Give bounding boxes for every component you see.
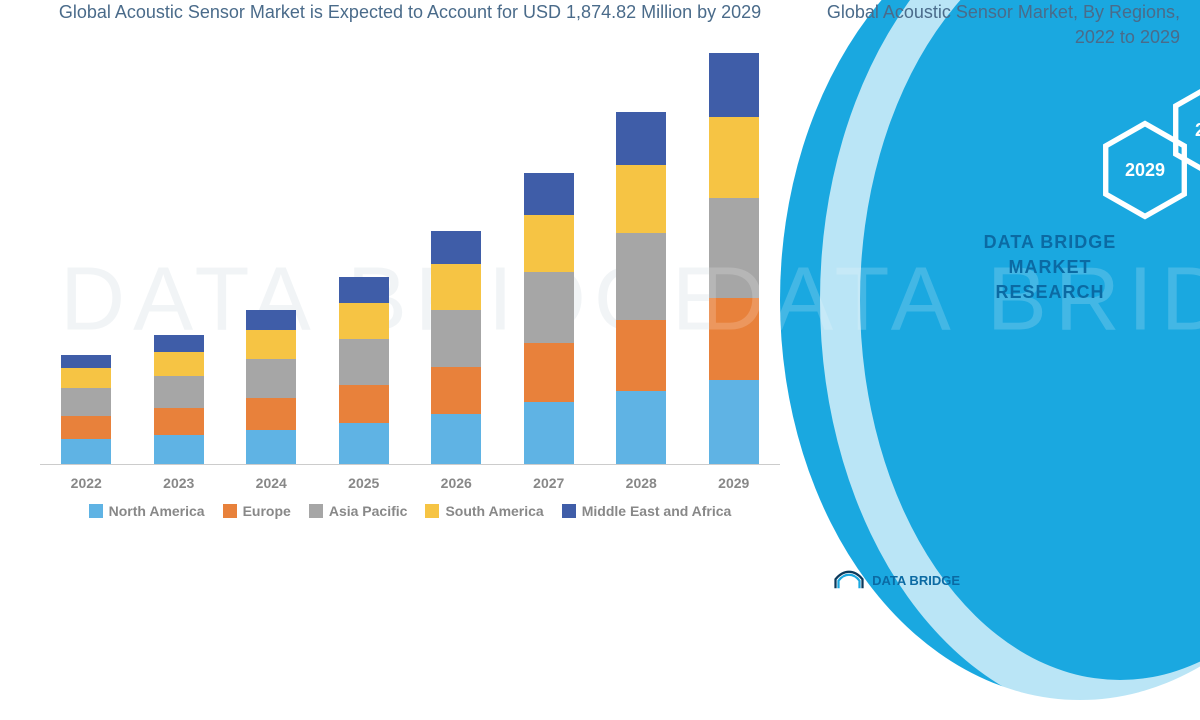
bar-segment — [709, 53, 759, 117]
right-panel: DATA BRIDGE Global Acoustic Sensor Marke… — [800, 0, 1200, 600]
bar-stack — [61, 355, 111, 465]
chart-panel: Global Acoustic Sensor Market is Expecte… — [0, 0, 800, 600]
x-axis-label: 2027 — [519, 475, 579, 491]
hexagon-2022: 2022 — [1170, 80, 1200, 180]
bridge-icon — [834, 568, 864, 592]
bar-segment — [709, 298, 759, 380]
legend-swatch — [89, 504, 103, 518]
bar-segment — [61, 355, 111, 369]
chart-title: Global Acoustic Sensor Market is Expecte… — [40, 0, 780, 25]
bar-segment — [709, 198, 759, 298]
x-axis-labels: 2022 2023 2024 2025 2026 2027 2028 2029 — [40, 475, 780, 491]
bar-group — [149, 335, 209, 464]
bar-segment — [616, 165, 666, 233]
legend-swatch — [562, 504, 576, 518]
bar-group — [704, 53, 764, 464]
bar-segment — [61, 439, 111, 465]
bar-segment — [246, 359, 296, 397]
hexagon-2029-label: 2029 — [1125, 160, 1165, 181]
bar-segment — [524, 215, 574, 272]
bar-segment — [339, 339, 389, 385]
bar-segment — [431, 414, 481, 464]
bar-segment — [246, 430, 296, 465]
legend-label: Asia Pacific — [329, 503, 408, 519]
bar-segment — [524, 173, 574, 215]
bars-container — [40, 45, 780, 465]
bar-segment — [524, 343, 574, 402]
curve-background-ring — [820, 0, 1200, 720]
bar-group — [56, 355, 116, 465]
bar-segment — [154, 435, 204, 464]
bar-segment — [154, 408, 204, 435]
bar-segment — [709, 117, 759, 197]
brand-line1: DATA BRIDGE MARKET — [984, 232, 1117, 277]
bar-segment — [246, 398, 296, 430]
x-axis-label: 2024 — [241, 475, 301, 491]
bar-segment — [616, 112, 666, 165]
bar-group — [611, 112, 671, 464]
bar-stack — [524, 173, 574, 464]
bar-segment — [431, 231, 481, 264]
bar-segment — [246, 330, 296, 359]
x-axis-label: 2029 — [704, 475, 764, 491]
bar-stack — [154, 335, 204, 464]
footer-logo: DATA BRIDGE — [834, 568, 960, 592]
legend-item: Middle East and Africa — [562, 503, 732, 519]
bar-segment — [246, 310, 296, 330]
legend-label: Middle East and Africa — [582, 503, 732, 519]
legend-swatch — [425, 504, 439, 518]
bar-stack — [339, 277, 389, 464]
bar-segment — [431, 264, 481, 310]
legend-item: South America — [425, 503, 543, 519]
x-axis-label: 2023 — [149, 475, 209, 491]
bar-segment — [431, 367, 481, 414]
bar-segment — [154, 376, 204, 408]
x-axis-label: 2022 — [56, 475, 116, 491]
bar-stack — [616, 112, 666, 464]
bar-segment — [339, 385, 389, 423]
bar-segment — [339, 423, 389, 464]
legend-swatch — [309, 504, 323, 518]
legend-item: North America — [89, 503, 205, 519]
bar-segment — [709, 380, 759, 464]
bar-segment — [154, 352, 204, 376]
bar-segment — [61, 368, 111, 388]
legend-item: Asia Pacific — [309, 503, 408, 519]
legend-swatch — [223, 504, 237, 518]
chart-area — [40, 45, 780, 465]
right-title: Global Acoustic Sensor Market, By Region… — [820, 0, 1180, 50]
bar-segment — [154, 335, 204, 351]
bar-group — [334, 277, 394, 464]
bar-stack — [246, 310, 296, 464]
bar-segment — [339, 303, 389, 340]
bar-segment — [339, 277, 389, 303]
bar-group — [426, 231, 486, 464]
legend-item: Europe — [223, 503, 291, 519]
brand-label: DATA BRIDGE MARKET RESEARCH — [940, 230, 1160, 306]
x-axis-label: 2028 — [611, 475, 671, 491]
bar-segment — [616, 233, 666, 320]
bar-segment — [616, 391, 666, 464]
legend-label: Europe — [243, 503, 291, 519]
x-axis-label: 2026 — [426, 475, 486, 491]
bar-segment — [524, 272, 574, 343]
main-container: Global Acoustic Sensor Market is Expecte… — [0, 0, 1200, 600]
footer-brand-text: DATA BRIDGE — [872, 573, 960, 588]
bar-group — [241, 310, 301, 464]
bar-stack — [709, 53, 759, 464]
x-axis-label: 2025 — [334, 475, 394, 491]
bar-segment — [61, 388, 111, 415]
legend-label: South America — [445, 503, 543, 519]
bar-segment — [616, 320, 666, 391]
bar-group — [519, 173, 579, 464]
hexagon-2022-label: 2022 — [1195, 120, 1200, 141]
bar-segment — [61, 416, 111, 439]
bar-segment — [524, 402, 574, 464]
bar-segment — [431, 310, 481, 367]
bar-stack — [431, 231, 481, 464]
chart-legend: North America Europe Asia Pacific South Ame… — [40, 503, 780, 519]
legend-label: North America — [109, 503, 205, 519]
brand-line2: RESEARCH — [995, 282, 1104, 302]
